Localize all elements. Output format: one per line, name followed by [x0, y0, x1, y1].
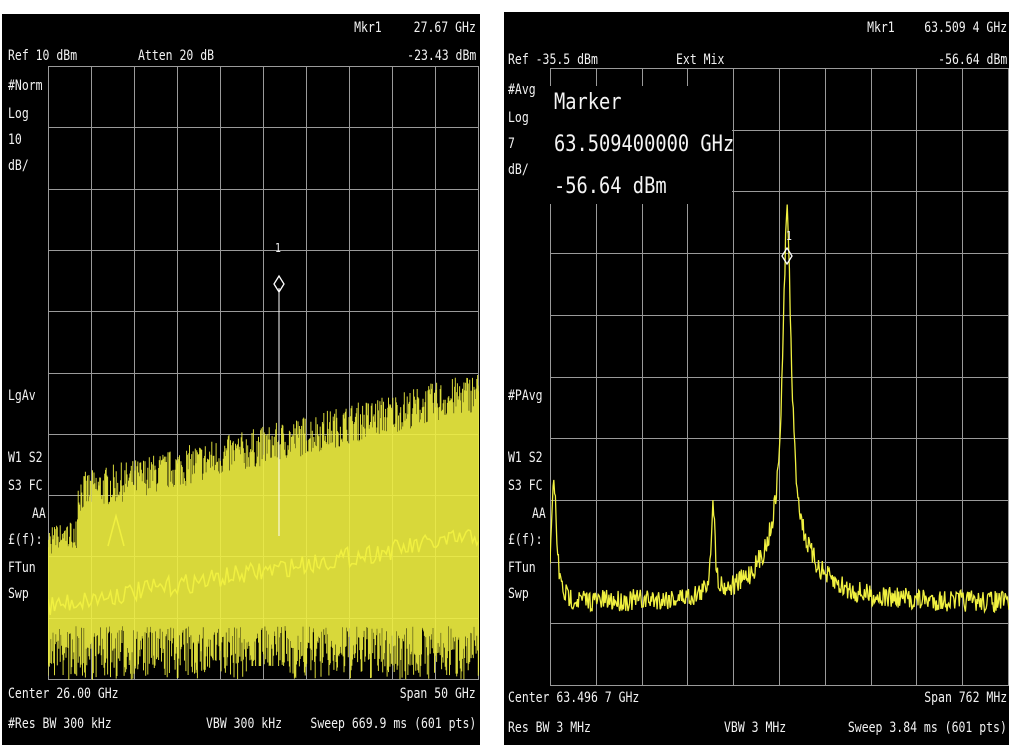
right-label-swp: Swp — [508, 586, 529, 602]
right-label-ftun: FTun — [508, 560, 536, 576]
left-spectrum-display: Mkr1 27.67 GHz Ref 10 dBm Atten 20 dB -2… — [2, 14, 480, 745]
left-label-norm: #Norm — [8, 78, 43, 94]
right-spectrum-display: Mkr1 63.509 4 GHz Ref -35.5 dBm Ext Mix … — [504, 12, 1009, 745]
right-marker-readout-label: Mkr1 — [867, 20, 895, 36]
left-label-ff: £(f): — [8, 532, 43, 548]
marker-box-frequency: 63.509400000 GHz — [554, 132, 735, 157]
marker-box-title: Marker — [554, 90, 622, 115]
left-center-frequency: Center 26.00 GHz — [8, 686, 119, 702]
left-marker-diamond — [273, 274, 285, 294]
left-label-swp: Swp — [8, 586, 29, 602]
right-vbw: VBW 3 MHz — [724, 720, 787, 736]
right-trace — [550, 204, 1009, 615]
right-label-aa: AA — [532, 506, 546, 522]
right-label-ff: £(f): — [508, 532, 543, 548]
left-graticule — [48, 66, 479, 680]
left-marker-frequency: 27.67 GHz — [413, 20, 476, 36]
left-label-s3fc: S3 FC — [8, 478, 43, 494]
right-label-db-div: dB/ — [508, 162, 529, 178]
left-trace-area — [48, 66, 479, 680]
left-vbw: VBW 300 kHz — [206, 716, 283, 732]
left-sweep: Sweep 669.9 ms (601 pts) — [310, 716, 476, 732]
left-label-log: Log — [8, 106, 29, 122]
left-trace-fill — [48, 375, 479, 680]
left-trace-spur — [107, 513, 125, 547]
left-ref-level: Ref 10 dBm — [8, 48, 78, 64]
right-marker-frequency: 63.509 4 GHz — [924, 20, 1007, 36]
left-res-bw: #Res BW 300 kHz — [8, 716, 112, 732]
left-label-w1s2: W1 S2 — [8, 450, 43, 466]
right-marker-amplitude: -56.64 dBm — [937, 52, 1007, 68]
left-marker-readout-label: Mkr1 — [354, 20, 382, 36]
right-span: Span 762 MHz — [924, 690, 1007, 706]
marker-info-box: Marker 63.509400000 GHz -56.64 dBm — [550, 86, 735, 204]
left-label-aa: AA — [32, 506, 46, 522]
left-marker-amplitude: -23.43 dBm — [406, 48, 476, 64]
left-marker-number: 1 — [275, 241, 281, 255]
right-res-bw: Res BW 3 MHz — [508, 720, 591, 736]
right-marker-diamond — [781, 246, 793, 266]
left-label-lgav: LgAv — [8, 388, 36, 404]
right-ref-level: Ref -35.5 dBm — [508, 52, 598, 68]
right-center-frequency: Center 63.496 7 GHz — [508, 690, 640, 706]
right-marker-number: 1 — [786, 229, 792, 243]
left-label-scale: 10 — [8, 132, 22, 148]
right-label-s3fc: S3 FC — [508, 478, 543, 494]
right-label-avg: #Avg — [508, 82, 536, 98]
right-mixer: Ext Mix — [676, 52, 725, 68]
left-label-ftun: FTun — [8, 560, 36, 576]
marker-box-amplitude: -56.64 dBm — [554, 174, 667, 199]
right-label-pavg: #PAvg — [508, 388, 543, 404]
left-trace-average — [48, 529, 479, 616]
left-span: Span 50 GHz — [399, 686, 476, 702]
right-label-scale: 7 — [508, 136, 515, 152]
right-label-log: Log — [508, 110, 529, 126]
left-label-db-div: dB/ — [8, 158, 29, 174]
right-label-w1s2: W1 S2 — [508, 450, 543, 466]
right-sweep: Sweep 3.84 ms (601 pts) — [848, 720, 1007, 736]
left-attenuation: Atten 20 dB — [138, 48, 215, 64]
